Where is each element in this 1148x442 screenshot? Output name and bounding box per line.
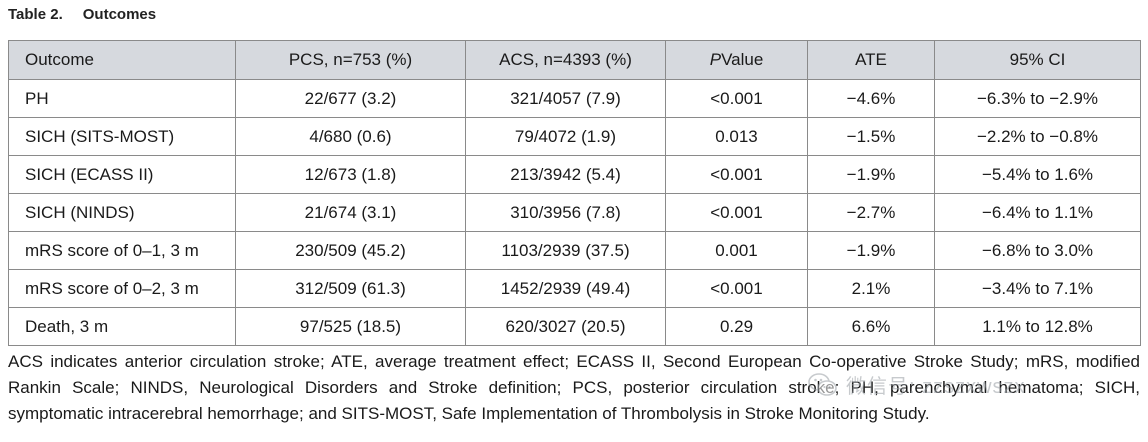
header-ci: 95% CI [934, 40, 1141, 80]
outcomes-table: Outcome PCS, n=753 (%) ACS, n=4393 (%) P… [8, 40, 1141, 346]
cell-p-value: 0.001 [665, 231, 808, 270]
cell-outcome: SICH (ECASS II) [8, 155, 236, 194]
cell-pcs: 312/509 (61.3) [235, 269, 466, 308]
cell-ate: 2.1% [807, 269, 935, 308]
cell-ci: −2.2% to −0.8% [934, 117, 1141, 156]
table-row: Death, 3 m 97/525 (18.5) 620/3027 (20.5)… [8, 307, 1141, 346]
cell-ci: −6.8% to 3.0% [934, 231, 1141, 270]
table-row: SICH (SITS-MOST) 4/680 (0.6) 79/4072 (1.… [8, 117, 1141, 156]
cell-ci: −5.4% to 1.6% [934, 155, 1141, 194]
cell-p-value: 0.29 [665, 307, 808, 346]
table-caption: Table 2. Outcomes [8, 6, 156, 23]
cell-acs: 620/3027 (20.5) [465, 307, 666, 346]
cell-outcome: mRS score of 0–1, 3 m [8, 231, 236, 270]
cell-acs: 1103/2939 (37.5) [465, 231, 666, 270]
table-header-row: Outcome PCS, n=753 (%) ACS, n=4393 (%) P… [8, 40, 1141, 80]
cell-acs: 321/4057 (7.9) [465, 79, 666, 118]
cell-outcome: SICH (SITS-MOST) [8, 117, 236, 156]
table-number: Table 2. [8, 6, 63, 23]
table-title: Outcomes [82, 6, 157, 23]
cell-outcome: mRS score of 0–2, 3 m [8, 269, 236, 308]
cell-pcs: 230/509 (45.2) [235, 231, 466, 270]
cell-pcs: 12/673 (1.8) [235, 155, 466, 194]
cell-p-value: <0.001 [665, 269, 808, 308]
cell-ci: −6.3% to −2.9% [934, 79, 1141, 118]
header-p-rest: Value [721, 50, 764, 69]
cell-ate: 6.6% [807, 307, 935, 346]
cell-p-value: 0.013 [665, 117, 808, 156]
cell-outcome: SICH (NINDS) [8, 193, 236, 232]
header-acs: ACS, n=4393 (%) [465, 40, 666, 80]
cell-ci: −3.4% to 7.1% [934, 269, 1141, 308]
header-p-value: PValue [665, 40, 808, 80]
cell-ate: −1.9% [807, 155, 935, 194]
cell-p-value: <0.001 [665, 155, 808, 194]
table-row: PH 22/677 (3.2) 321/4057 (7.9) <0.001 −4… [8, 79, 1141, 118]
cell-pcs: 22/677 (3.2) [235, 79, 466, 118]
cell-outcome: Death, 3 m [8, 307, 236, 346]
cell-p-value: <0.001 [665, 79, 808, 118]
cell-pcs: 97/525 (18.5) [235, 307, 466, 346]
header-pcs: PCS, n=753 (%) [235, 40, 466, 80]
cell-ate: −1.5% [807, 117, 935, 156]
cell-pcs: 21/674 (3.1) [235, 193, 466, 232]
cell-acs: 1452/2939 (49.4) [465, 269, 666, 308]
cell-pcs: 4/680 (0.6) [235, 117, 466, 156]
footnote-text: ACS indicates anterior circulation strok… [8, 352, 1140, 423]
cell-ate: −2.7% [807, 193, 935, 232]
cell-acs: 310/3956 (7.8) [465, 193, 666, 232]
header-outcome: Outcome [8, 40, 236, 80]
cell-ci: 1.1% to 12.8% [934, 307, 1141, 346]
table-row: mRS score of 0–2, 3 m 312/509 (61.3) 145… [8, 269, 1141, 308]
table-footnote: ACS indicates anterior circulation strok… [8, 349, 1140, 427]
cell-ate: −4.6% [807, 79, 935, 118]
cell-outcome: PH [8, 79, 236, 118]
cell-ate: −1.9% [807, 231, 935, 270]
cell-ci: −6.4% to 1.1% [934, 193, 1141, 232]
table-row: SICH (ECASS II) 12/673 (1.8) 213/3942 (5… [8, 155, 1141, 194]
cell-acs: 79/4072 (1.9) [465, 117, 666, 156]
cell-p-value: <0.001 [665, 193, 808, 232]
header-ate: ATE [807, 40, 935, 80]
cell-acs: 213/3942 (5.4) [465, 155, 666, 194]
table-row: mRS score of 0–1, 3 m 230/509 (45.2) 110… [8, 231, 1141, 270]
table-row: SICH (NINDS) 21/674 (3.1) 310/3956 (7.8)… [8, 193, 1141, 232]
header-p-italic: P [709, 50, 722, 69]
